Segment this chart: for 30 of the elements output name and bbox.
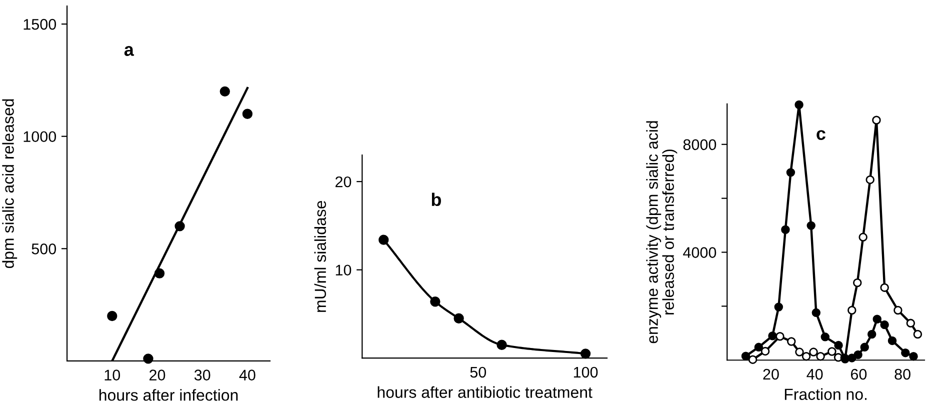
y-tick-label: 8000 — [683, 139, 716, 150]
x-tick-label: 100 — [574, 366, 598, 378]
annotation: c — [816, 130, 826, 140]
y-tick-label: 1000 — [24, 131, 56, 142]
point — [220, 86, 230, 97]
point — [143, 354, 154, 364]
y-axis-title: mU/ml sialidase — [314, 200, 326, 312]
y-axis-title: enzyme activity (dpm sialic acid released or transferred) — [646, 121, 678, 344]
y-tick-label: 500 — [32, 244, 56, 254]
x-tick-label: 20 — [763, 368, 779, 380]
x-tick-label: 50 — [470, 366, 486, 378]
x-tick-label: 40 — [806, 368, 823, 380]
x-tick-label: 30 — [194, 370, 210, 380]
annotation: b — [432, 192, 442, 206]
x-axis-title: hours after antibiotic treatment — [378, 386, 592, 398]
x-tick-label: 10 — [104, 370, 120, 380]
annotation: a — [124, 46, 134, 56]
x-tick-label: 80 — [894, 368, 910, 380]
point — [174, 221, 185, 232]
y-tick-label: 1500 — [24, 18, 56, 30]
point — [154, 268, 165, 278]
x-axis-title: Fraction no. — [784, 388, 867, 400]
x-tick-label: 20 — [150, 370, 166, 380]
x-tick-label: 60 — [850, 368, 867, 380]
x-axis-title: hours after infection — [99, 389, 238, 401]
point — [107, 310, 118, 322]
x-tick-label: 40 — [239, 370, 256, 380]
y-tick-label: 4000 — [683, 247, 716, 258]
point — [242, 108, 253, 119]
y-axis-title: dpm sialic acid released — [2, 99, 18, 268]
